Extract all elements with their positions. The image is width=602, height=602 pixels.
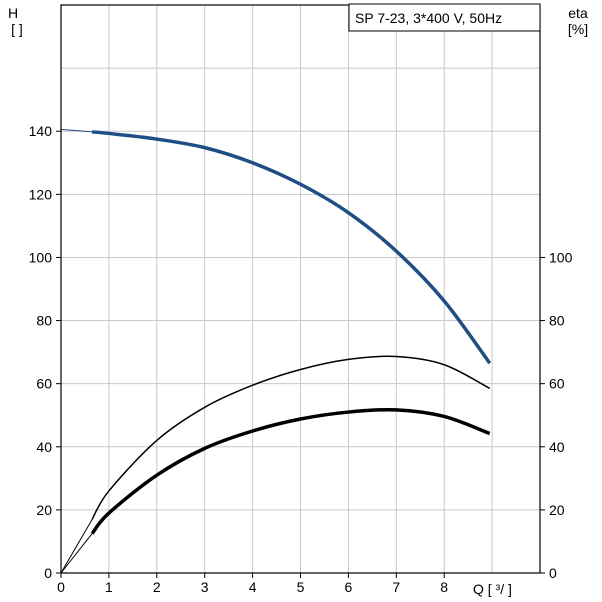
curves	[61, 129, 490, 573]
x-tick-label: 6	[345, 579, 353, 595]
head-curve	[92, 132, 490, 363]
grid	[61, 5, 540, 573]
x-tick-label: 5	[297, 579, 305, 595]
efficiency-pump-extension	[61, 519, 92, 573]
x-tick-label: 1	[105, 579, 113, 595]
legend-box: SP 7-23, 3*400 V, 50Hz	[349, 4, 540, 31]
right-axis-unit: [%]	[568, 21, 588, 37]
left-tick-label: 0	[44, 565, 52, 581]
right-tick-label: 60	[549, 376, 565, 392]
x-tick-label: 7	[392, 579, 400, 595]
right-tick-label: 100	[549, 249, 573, 265]
x-tick-label: 8	[440, 579, 448, 595]
x-axis-label: Q [ ³/ ]	[473, 581, 512, 597]
chart-title: SP 7-23, 3*400 V, 50Hz	[355, 10, 502, 26]
right-tick-label: 20	[549, 502, 565, 518]
left-axis-unit: [ ]	[11, 21, 23, 37]
left-tick-label: 60	[36, 376, 52, 392]
left-tick-label: 120	[29, 186, 53, 202]
left-tick-label: 100	[29, 249, 53, 265]
left-axis-label: H	[8, 5, 18, 21]
right-tick-label: 80	[549, 313, 565, 329]
efficiency-total-extension	[61, 534, 92, 573]
right-axis-label: eta	[568, 5, 588, 21]
x-tick-label: 2	[153, 579, 161, 595]
x-tick-label: 0	[57, 579, 65, 595]
efficiency-total-curve	[92, 410, 490, 534]
right-tick-label: 0	[549, 565, 557, 581]
x-tick-label: 3	[201, 579, 209, 595]
left-tick-label: 80	[36, 313, 52, 329]
right-tick-label: 40	[549, 439, 565, 455]
efficiency-pump-curve	[92, 356, 490, 519]
left-tick-label: 20	[36, 502, 52, 518]
x-tick-label: 4	[249, 579, 257, 595]
left-tick-label: 140	[29, 123, 53, 139]
left-tick-label: 40	[36, 439, 52, 455]
